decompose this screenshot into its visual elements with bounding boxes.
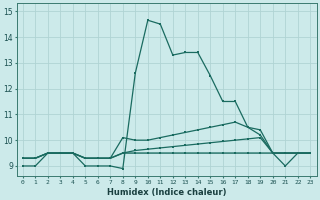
X-axis label: Humidex (Indice chaleur): Humidex (Indice chaleur) (107, 188, 226, 197)
